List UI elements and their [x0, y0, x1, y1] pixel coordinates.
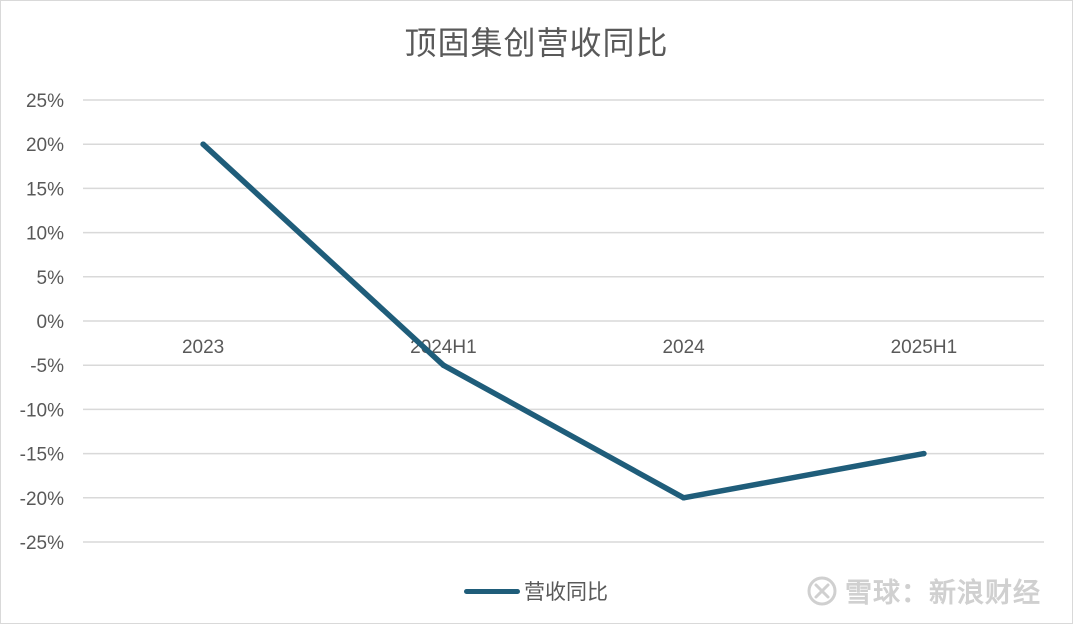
series-line	[200, 141, 927, 501]
data-point	[680, 495, 687, 501]
y-tick-label: 5%	[37, 268, 65, 289]
legend-swatch	[464, 588, 520, 594]
x-category-label: 2024	[662, 337, 705, 358]
data-point	[921, 450, 927, 457]
y-tick-label: 25%	[26, 91, 64, 112]
series-layer	[200, 141, 927, 501]
data-point	[200, 141, 206, 147]
chart-title: 顶固集创营收同比	[404, 24, 669, 62]
legend: 营收同比	[464, 576, 608, 606]
y-tick-label: 15%	[26, 179, 64, 200]
x-axis-category-labels: 2023 2024H1 2024 2025H1	[182, 337, 957, 358]
gridlines	[83, 99, 1044, 543]
y-tick-label: -5%	[30, 356, 64, 377]
xueqiu-logo-icon	[807, 576, 837, 605]
data-point	[440, 362, 447, 368]
watermark: 雪球：新浪财经	[807, 571, 1041, 610]
legend-label: 营收同比	[524, 580, 608, 604]
y-tick-label: 10%	[26, 224, 64, 245]
y-tick-label: -10%	[20, 400, 64, 421]
x-category-label: 2023	[182, 337, 224, 358]
y-tick-label: -25%	[20, 533, 64, 554]
y-tick-label: 0%	[37, 312, 65, 333]
x-category-label: 2025H1	[891, 337, 958, 358]
y-tick-label: 20%	[26, 135, 64, 156]
y-tick-label: -15%	[20, 445, 64, 466]
y-axis-tick-labels: 25% 20% 15% 10% 5% 0% -5% -10% -15% -20% -25%	[20, 91, 64, 554]
y-tick-label: -20%	[20, 489, 64, 510]
watermark-text: 雪球：新浪财经	[845, 578, 1041, 609]
